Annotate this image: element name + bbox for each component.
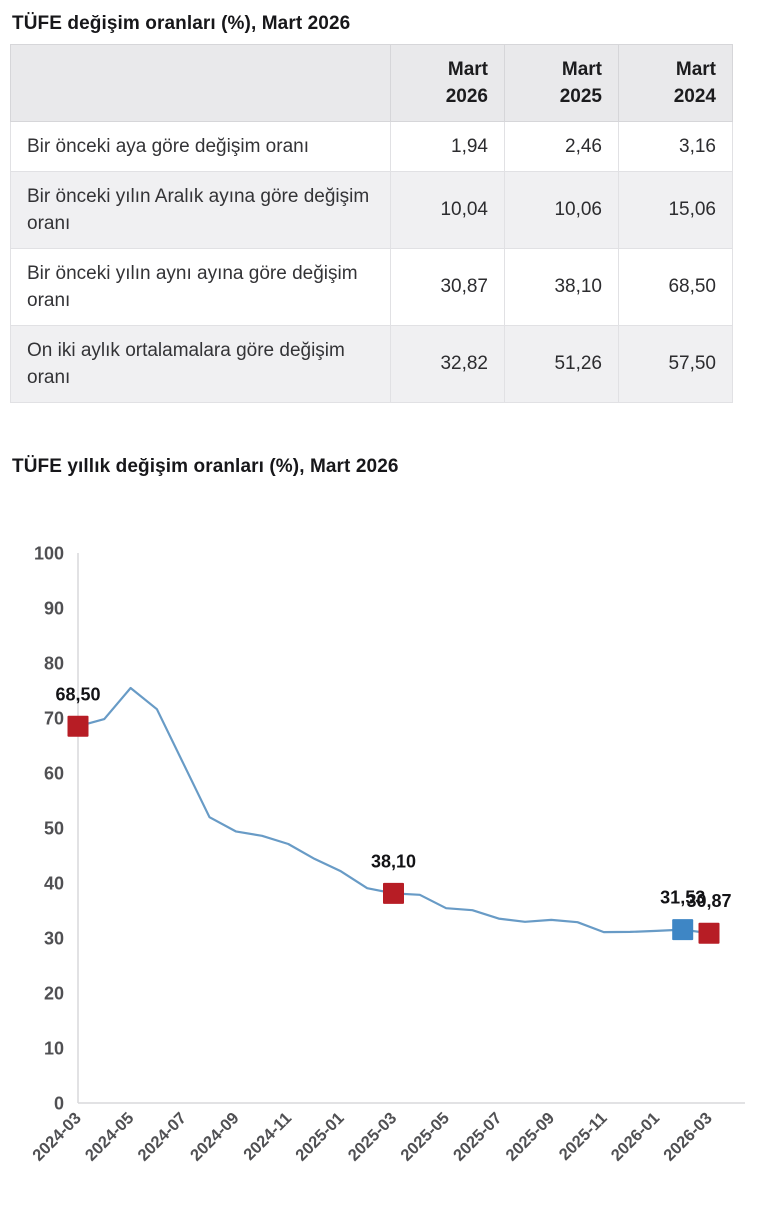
data-point-marker <box>698 922 720 944</box>
value-cell: 3,16 <box>618 121 733 172</box>
table-row: Bir önceki yılın Aralık ayına göre değiş… <box>10 171 733 249</box>
chart-title: TÜFE yıllık değişim oranları (%), Mart 2… <box>12 456 399 477</box>
data-point-marker <box>383 882 404 904</box>
y-axis-label: 0 <box>54 1094 64 1114</box>
column-header-empty <box>10 44 391 122</box>
row-label: Bir önceki yılın aynı ayına göre değişim… <box>10 248 391 326</box>
x-axis-label: 2026-01 <box>608 1109 664 1165</box>
x-axis-label: 2025-03 <box>345 1109 401 1165</box>
column-header-mart-2026: Mart 2026 <box>390 44 505 122</box>
line-chart: 0 10 20 30 40 50 60 70 80 90 100 2024-03 2024-05 2024… <box>0 530 765 1211</box>
y-axis-label: 10 <box>44 1039 64 1059</box>
data-point-label: 68,50 <box>55 684 100 704</box>
row-label: Bir önceki yılın Aralık ayına göre değiş… <box>10 171 391 249</box>
y-axis-label: 50 <box>44 819 64 839</box>
table-row: Bir önceki aya göre değişim oranı 1,94 2… <box>10 121 733 172</box>
table-row: On iki aylık ortalamalara göre değişim o… <box>10 325 733 403</box>
data-point-label: 38,10 <box>371 851 416 871</box>
y-axis-label: 80 <box>44 654 64 674</box>
table-row: Bir önceki yılın aynı ayına göre değişim… <box>10 248 733 326</box>
value-cell: 68,50 <box>618 248 733 326</box>
table-header-row: Mart 2026 Mart 2025 Mart 2024 <box>10 44 733 122</box>
data-point-marker <box>672 919 694 941</box>
summary-table: Mart 2026 Mart 2025 Mart 2024 Bir önceki… <box>10 44 733 403</box>
x-axis-label: 2024-11 <box>240 1109 295 1164</box>
value-cell: 38,10 <box>504 248 619 326</box>
column-header-mart-2025: Mart 2025 <box>504 44 619 122</box>
x-axis-label: 2025-01 <box>292 1109 348 1165</box>
y-axis-label: 30 <box>44 929 64 949</box>
table-title: TÜFE değişim oranları (%), Mart 2026 <box>12 13 351 34</box>
x-axis-label: 2025-05 <box>397 1109 453 1165</box>
x-axis-label: 2024-07 <box>134 1109 190 1165</box>
value-cell: 51,26 <box>504 325 619 403</box>
value-cell: 1,94 <box>390 121 505 172</box>
data-point-marker <box>67 715 89 737</box>
x-axis-label: 2025-09 <box>503 1109 559 1165</box>
line-chart-canvas: 01020304050607080901002024-032024-052024… <box>29 544 745 1165</box>
row-label: On iki aylık ortalamalara göre değişim o… <box>10 325 391 403</box>
x-axis-label: 2025-11 <box>556 1109 611 1164</box>
y-axis-label: 40 <box>44 874 64 894</box>
y-axis-label: 60 <box>44 764 64 784</box>
x-axis-label: 2025-07 <box>450 1109 506 1165</box>
row-label: Bir önceki aya göre değişim oranı <box>10 121 391 172</box>
value-cell: 10,06 <box>504 171 619 249</box>
value-cell: 10,04 <box>390 171 505 249</box>
column-header-mart-2024: Mart 2024 <box>618 44 733 122</box>
value-cell: 15,06 <box>618 171 733 249</box>
data-point-label: 30,87 <box>686 891 731 911</box>
value-cell: 32,82 <box>390 325 505 403</box>
y-axis-label: 20 <box>44 984 64 1004</box>
y-axis-label: 70 <box>44 709 64 729</box>
x-axis-label: 2024-05 <box>82 1109 138 1165</box>
y-axis-label: 90 <box>44 599 64 619</box>
y-axis-label: 100 <box>34 544 64 564</box>
value-cell: 57,50 <box>618 325 733 403</box>
x-axis-label: 2024-03 <box>29 1109 85 1165</box>
x-axis-label: 2024-09 <box>187 1109 243 1165</box>
value-cell: 30,87 <box>390 248 505 326</box>
x-axis-label: 2026-03 <box>660 1109 716 1165</box>
value-cell: 2,46 <box>504 121 619 172</box>
data-point-label: 31,53 <box>660 888 705 908</box>
